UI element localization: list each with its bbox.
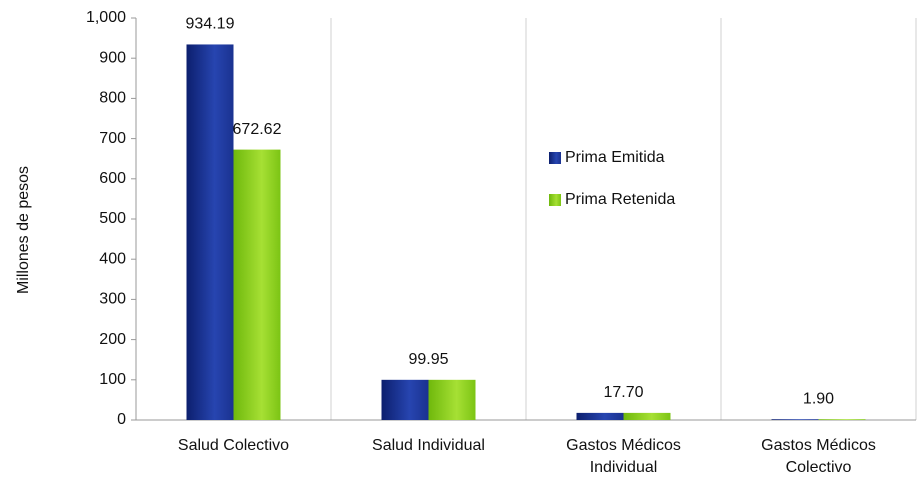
bar (623, 412, 671, 420)
x-tick-line: Gastos Médicos (761, 437, 876, 454)
y-tick-label: 500 (99, 210, 126, 227)
y-tick-label: 900 (99, 49, 126, 66)
legend-swatch (549, 194, 561, 206)
y-tick-label: 800 (99, 90, 126, 107)
data-label: 934.19 (186, 16, 235, 33)
y-tick-label: 200 (99, 331, 126, 348)
x-tick-label: Salud Individual (372, 437, 485, 454)
data-label: 1.90 (803, 390, 834, 407)
y-axis-title: Millones de pesos (15, 166, 32, 294)
bar (428, 379, 476, 420)
y-tick-label: 1,000 (86, 9, 126, 26)
data-label: 672.62 (233, 121, 282, 138)
data-label: 17.70 (603, 384, 643, 401)
bar (381, 379, 429, 420)
x-tick-line: Individual (590, 459, 658, 476)
y-tick-label: 600 (99, 170, 126, 187)
y-tick-label: 100 (99, 371, 126, 388)
x-tick-line: Gastos Médicos (566, 437, 681, 454)
x-tick-line: Salud Colectivo (178, 437, 289, 454)
y-tick-label: 0 (117, 411, 126, 428)
y-tick-label: 700 (99, 130, 126, 147)
x-tick-label: Salud Colectivo (178, 437, 289, 454)
legend-swatch (549, 152, 561, 164)
y-tick-label: 300 (99, 291, 126, 308)
x-tick-label: Gastos Médicos Individual (566, 437, 681, 476)
data-label: 99.95 (408, 351, 448, 368)
bar (233, 149, 281, 421)
x-tick-line: Salud Individual (372, 437, 485, 454)
bar (576, 412, 624, 420)
bar (186, 44, 234, 420)
legend-label: Prima Retenida (565, 191, 675, 208)
y-tick-label: 400 (99, 250, 126, 267)
x-tick-line: Colectivo (786, 459, 852, 476)
bar (818, 419, 866, 420)
x-tick-label: Gastos Médicos Colectivo (761, 437, 876, 476)
bar (771, 419, 819, 420)
legend-label: Prima Emitida (565, 149, 665, 166)
